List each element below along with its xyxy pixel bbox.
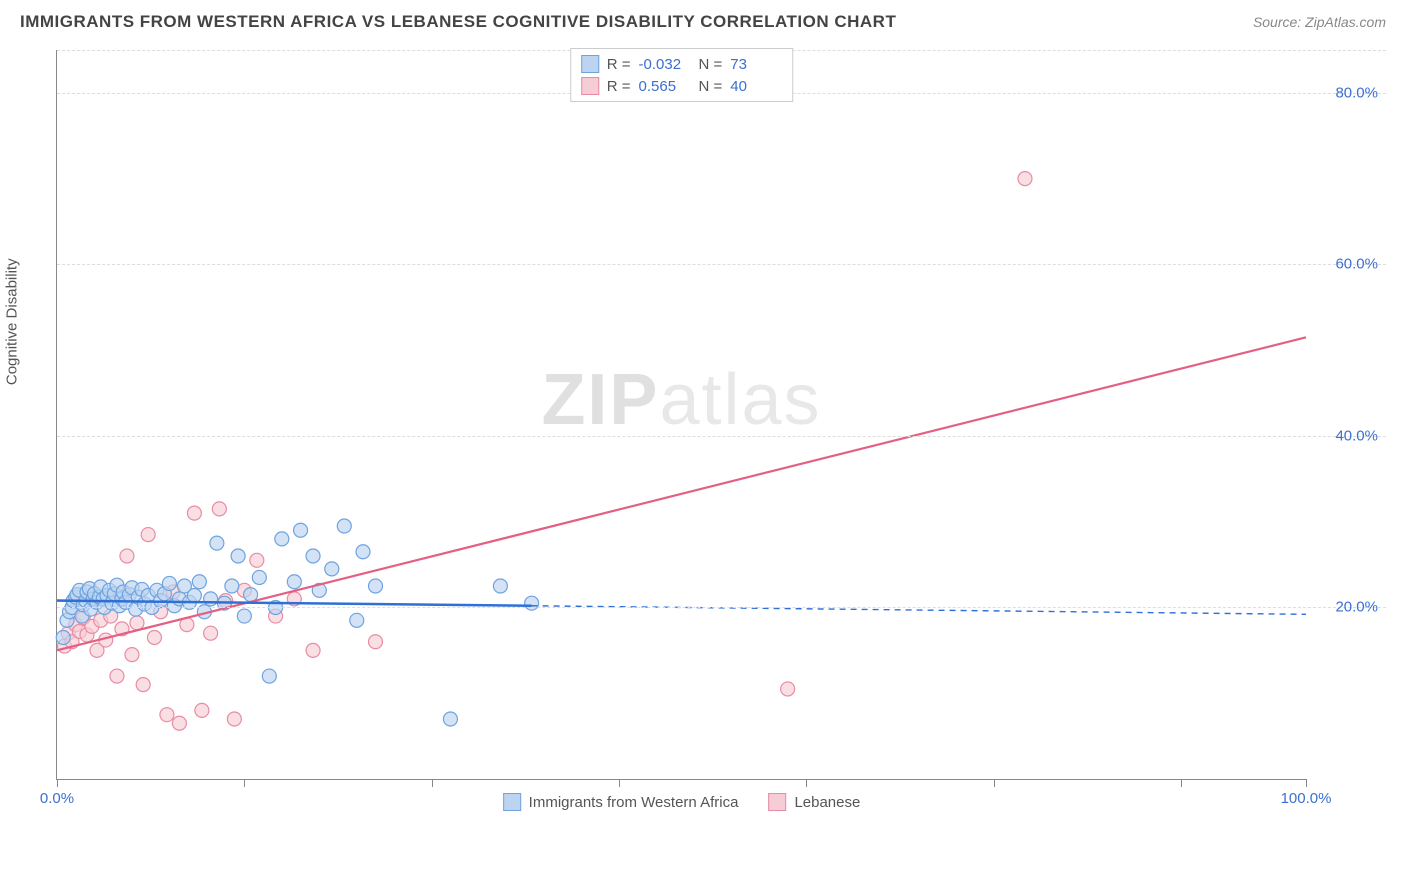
data-point: [110, 669, 124, 683]
legend-swatch: [581, 77, 599, 95]
y-tick-label: 60.0%: [1335, 256, 1378, 273]
x-tick: [619, 779, 620, 787]
data-point: [262, 669, 276, 683]
data-point: [120, 549, 134, 563]
x-tick-label: 100.0%: [1281, 790, 1332, 807]
data-point: [493, 579, 507, 593]
data-point: [187, 588, 201, 602]
data-point: [187, 506, 201, 520]
x-tick: [57, 779, 58, 787]
data-point: [225, 579, 239, 593]
legend-swatch: [581, 55, 599, 73]
data-point: [227, 712, 241, 726]
x-tick: [994, 779, 995, 787]
x-tick: [244, 779, 245, 787]
data-point: [250, 553, 264, 567]
x-tick: [1181, 779, 1182, 787]
data-point: [350, 613, 364, 627]
chart-title: IMMIGRANTS FROM WESTERN AFRICA VS LEBANE…: [20, 12, 896, 32]
data-point: [287, 575, 301, 589]
legend-r-value: 0.565: [639, 78, 691, 95]
data-point: [294, 523, 308, 537]
data-point: [162, 576, 176, 590]
legend-n-label: N =: [699, 78, 723, 95]
legend-n-label: N =: [699, 56, 723, 73]
legend-r-label: R =: [607, 78, 631, 95]
y-tick-label: 20.0%: [1335, 599, 1378, 616]
plot-area: ZIPatlas R =-0.032N =73R = 0.565N =40 Im…: [56, 50, 1306, 780]
legend-r-value: -0.032: [639, 56, 691, 73]
chart-header: IMMIGRANTS FROM WESTERN AFRICA VS LEBANE…: [0, 0, 1406, 40]
grid-line: [57, 264, 1386, 265]
chart-container: Cognitive Disability ZIPatlas R =-0.032N…: [46, 40, 1386, 840]
data-point: [56, 630, 70, 644]
data-point: [275, 532, 289, 546]
data-point: [195, 703, 209, 717]
legend-swatch: [768, 793, 786, 811]
data-point: [306, 643, 320, 657]
data-point: [210, 536, 224, 550]
data-point: [325, 562, 339, 576]
chart-source: Source: ZipAtlas.com: [1253, 14, 1386, 30]
legend-item: Lebanese: [768, 793, 860, 811]
data-point: [356, 545, 370, 559]
y-tick-label: 80.0%: [1335, 84, 1378, 101]
x-tick: [1306, 779, 1307, 787]
legend-n-value: 40: [730, 78, 782, 95]
data-point: [252, 570, 266, 584]
legend-label: Lebanese: [794, 794, 860, 811]
grid-line: [57, 436, 1386, 437]
legend-item: Immigrants from Western Africa: [503, 793, 739, 811]
legend-row: R = 0.565 N = 40: [581, 75, 783, 97]
data-point: [781, 682, 795, 696]
data-point: [443, 712, 457, 726]
data-point: [337, 519, 351, 533]
legend-label: Immigrants from Western Africa: [529, 794, 739, 811]
grid-line: [57, 607, 1386, 608]
data-point: [147, 630, 161, 644]
legend-row: R = -0.032 N = 73: [581, 53, 783, 75]
data-point: [231, 549, 245, 563]
data-point: [130, 616, 144, 630]
data-point: [237, 609, 251, 623]
plot-svg: [57, 50, 1306, 779]
legend-n-value: 73: [730, 56, 782, 73]
data-point: [212, 502, 226, 516]
x-tick: [806, 779, 807, 787]
data-point: [160, 708, 174, 722]
legend-r-label: R =: [607, 56, 631, 73]
data-point: [141, 528, 155, 542]
legend-bottom: Immigrants from Western Africa Lebanese: [503, 793, 861, 811]
data-point: [368, 635, 382, 649]
data-point: [368, 579, 382, 593]
y-tick-label: 40.0%: [1335, 427, 1378, 444]
x-tick: [432, 779, 433, 787]
data-point: [192, 575, 206, 589]
y-axis-label: Cognitive Disability: [4, 258, 21, 385]
data-point: [306, 549, 320, 563]
data-point: [1018, 172, 1032, 186]
data-point: [204, 626, 218, 640]
data-point: [204, 592, 218, 606]
legend-swatch: [503, 793, 521, 811]
data-point: [125, 648, 139, 662]
legend-top: R = -0.032 N = 73 R = 0.565 N = 40: [570, 48, 794, 102]
x-tick-label: 0.0%: [40, 790, 74, 807]
data-point: [136, 678, 150, 692]
data-point: [172, 716, 186, 730]
